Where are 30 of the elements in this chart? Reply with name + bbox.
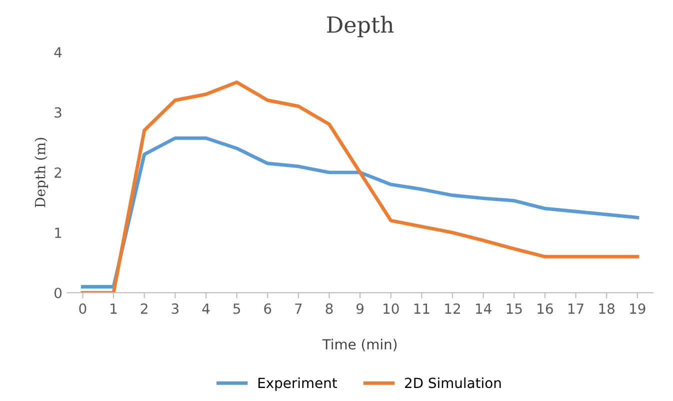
x-tick-label: 1 <box>110 304 117 314</box>
x-tick-label: 15 <box>506 304 522 314</box>
x-tick-label: 16 <box>538 303 553 314</box>
x-tick-label: 12 <box>445 303 460 314</box>
legend-label: 2D Simulation <box>405 377 501 388</box>
x-tick-label: 14 <box>476 304 492 314</box>
x-tick-label: 8 <box>326 303 333 314</box>
y-tick-label: 3 <box>54 107 62 118</box>
y-tick-label: 0 <box>54 288 62 298</box>
x-tick-label: 9 <box>356 303 364 314</box>
x-axis-title: Time (min) <box>322 338 397 352</box>
x-tick-label: 10 <box>384 303 399 314</box>
x-tick-label: 19 <box>630 303 646 314</box>
x-tick-label: 3 <box>172 303 178 314</box>
line-series <box>80 80 640 293</box>
x-tick-label: 2 <box>140 303 148 314</box>
x-tick-label: 5 <box>233 304 240 314</box>
x-tick-label: 18 <box>599 303 614 314</box>
legend-label: Experiment <box>258 377 337 391</box>
x-tick-label: 4 <box>202 304 210 314</box>
chart-title: Depth <box>327 16 394 38</box>
x-tick-label: 7 <box>295 304 302 314</box>
x-tick-label: 6 <box>264 303 272 314</box>
y-tick-label: 1 <box>55 228 62 238</box>
y-tick-label: 2 <box>54 167 62 178</box>
x-tick-label: 17 <box>568 304 584 314</box>
x-tick-label: 0 <box>79 303 86 314</box>
x-tick-label: 11 <box>414 304 430 314</box>
y-tick-label: 4 <box>54 47 62 58</box>
y-axis-title: Depth (m) <box>34 138 48 208</box>
